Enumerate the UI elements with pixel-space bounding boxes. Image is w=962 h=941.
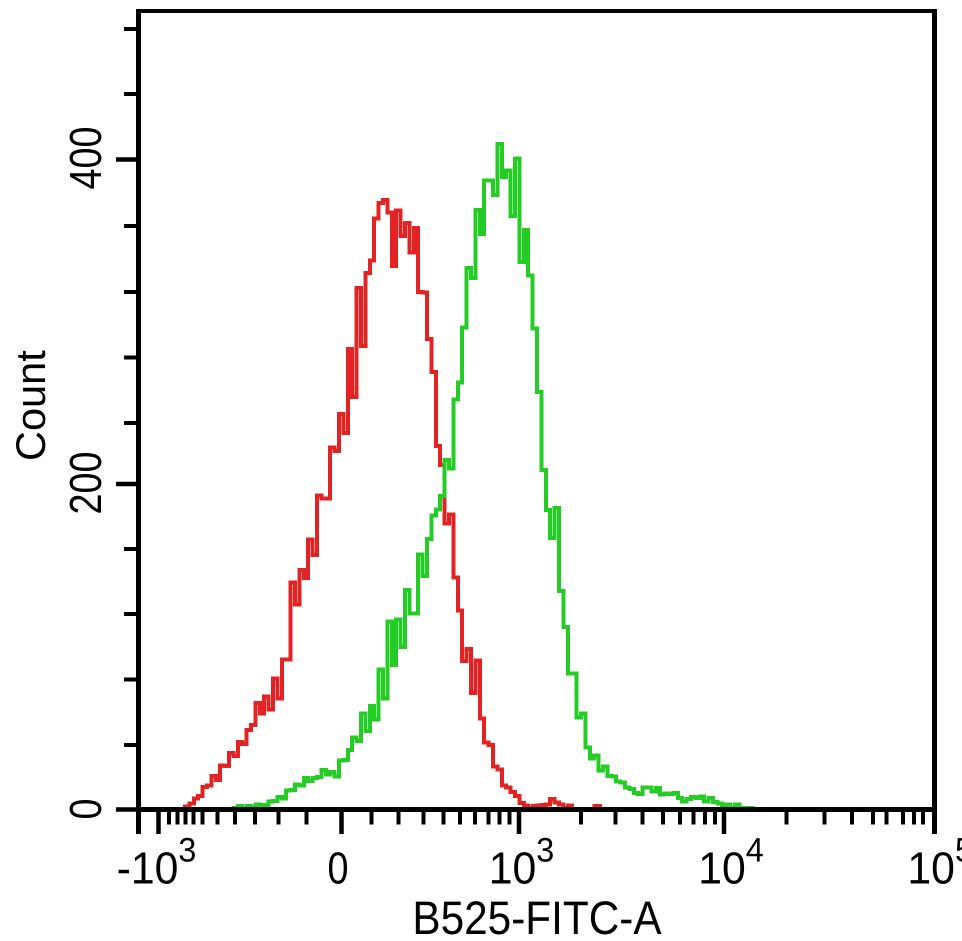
svg-text:400: 400	[60, 126, 111, 189]
svg-text:0: 0	[60, 798, 111, 819]
svg-text:105: 105	[907, 832, 962, 894]
svg-text:B525-FITC-A: B525-FITC-A	[412, 891, 662, 941]
svg-text:-103: -103	[117, 832, 197, 894]
svg-text:0: 0	[327, 843, 348, 894]
svg-text:Count: Count	[7, 350, 54, 461]
svg-text:200: 200	[60, 451, 111, 514]
